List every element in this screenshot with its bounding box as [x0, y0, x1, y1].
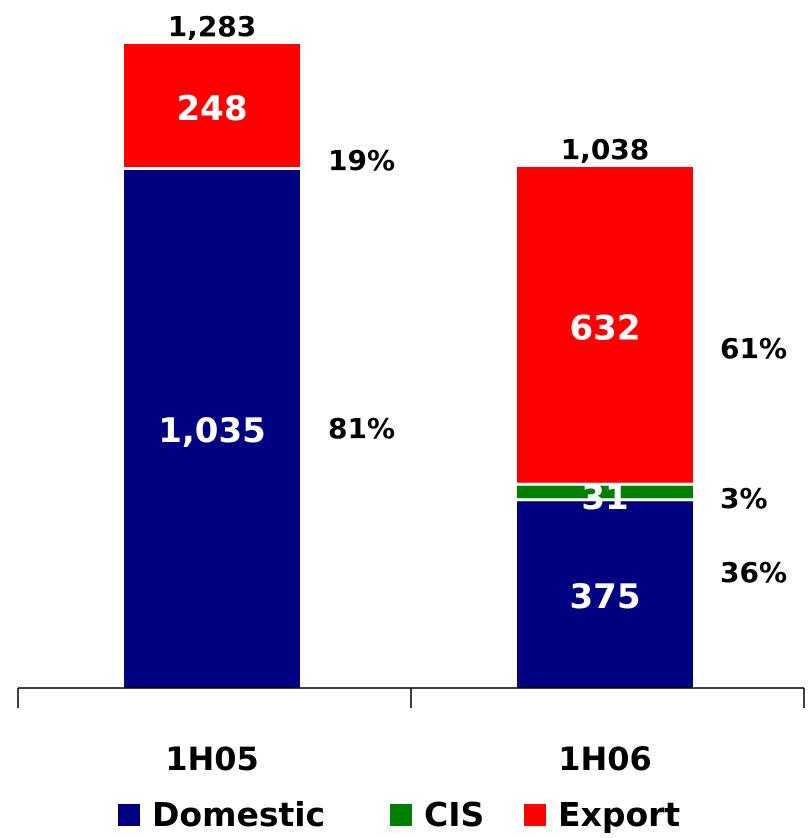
bar-segment-domestic-1h06	[517, 499, 693, 688]
data-label-export-1h06: 632	[570, 309, 641, 349]
legend-label-export: Export	[558, 795, 680, 834]
total-label-1h05: 1,283	[168, 10, 257, 43]
data-label-cis-1h06: 31	[581, 478, 628, 518]
legend-swatch-cis	[390, 804, 412, 826]
category-labels-layer: 1H05 1H06	[165, 740, 652, 778]
x-axis	[17, 687, 805, 708]
category-label-1h06: 1H06	[558, 740, 652, 778]
bar-segment-cis-1h06	[517, 484, 693, 500]
percent-label-cis-1h06: 3%	[720, 482, 768, 515]
data-label-domestic-1h05: 1,035	[158, 411, 266, 451]
segment-labels-layer: 1,035 248 375 31 632	[158, 89, 640, 617]
data-label-export-1h05: 248	[177, 89, 248, 129]
percent-label-domestic-1h05: 81%	[328, 412, 395, 445]
legend-swatch-domestic	[118, 804, 140, 826]
percent-labels-layer: 81% 19% 36% 3% 61%	[328, 144, 787, 589]
category-label-1h05: 1H05	[165, 740, 259, 778]
bar-segment-domestic-1h05	[124, 168, 300, 688]
legend-swatch-export	[524, 804, 546, 826]
bars-layer	[124, 44, 693, 688]
percent-label-domestic-1h06: 36%	[720, 556, 787, 589]
legend-label-cis: CIS	[424, 795, 484, 834]
percent-label-export-1h05: 19%	[328, 144, 395, 177]
bar-segment-export-1h05	[124, 44, 300, 169]
total-labels-layer: 1,283 1,038	[168, 10, 650, 166]
data-label-domestic-1h06: 375	[570, 577, 641, 617]
bar-segment-export-1h06	[517, 166, 693, 485]
percent-label-export-1h06: 61%	[720, 332, 787, 365]
legend-label-domestic: Domestic	[152, 795, 325, 834]
total-label-1h06: 1,038	[561, 133, 650, 166]
legend: Domestic CIS Export	[118, 795, 680, 834]
